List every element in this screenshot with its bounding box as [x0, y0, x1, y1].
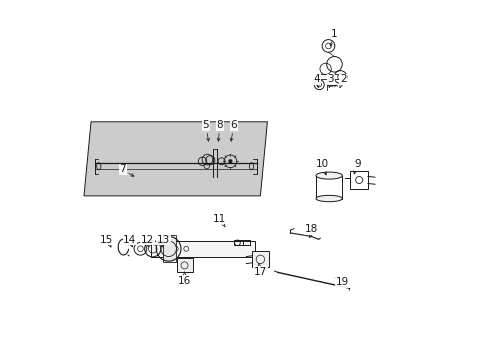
Bar — [315, 176, 342, 198]
Polygon shape — [84, 122, 267, 196]
Text: 7: 7 — [119, 165, 134, 176]
Text: 13: 13 — [157, 235, 170, 247]
Text: 9: 9 — [353, 159, 360, 174]
Circle shape — [228, 159, 232, 163]
Text: 18: 18 — [305, 224, 318, 238]
Text: 16: 16 — [178, 272, 191, 285]
Bar — [163, 235, 175, 262]
Ellipse shape — [315, 172, 342, 179]
Text: 10: 10 — [315, 159, 328, 175]
Text: 5: 5 — [202, 120, 209, 141]
Text: 17: 17 — [253, 264, 266, 277]
Text: 1: 1 — [329, 28, 337, 46]
Text: 15: 15 — [100, 235, 113, 247]
Text: 12: 12 — [141, 235, 154, 247]
Bar — [151, 241, 255, 257]
Text: 3: 3 — [327, 75, 334, 88]
Text: 4: 4 — [313, 75, 320, 88]
Bar — [251, 251, 269, 267]
Ellipse shape — [315, 195, 342, 202]
Text: 14: 14 — [123, 235, 136, 247]
Bar — [349, 171, 367, 189]
Text: 6: 6 — [230, 120, 237, 141]
Text: 19: 19 — [334, 277, 348, 287]
Text: 2: 2 — [339, 75, 346, 88]
Text: 8: 8 — [216, 120, 223, 141]
Bar — [233, 240, 242, 245]
Text: 11: 11 — [213, 214, 226, 227]
Bar — [176, 258, 192, 273]
